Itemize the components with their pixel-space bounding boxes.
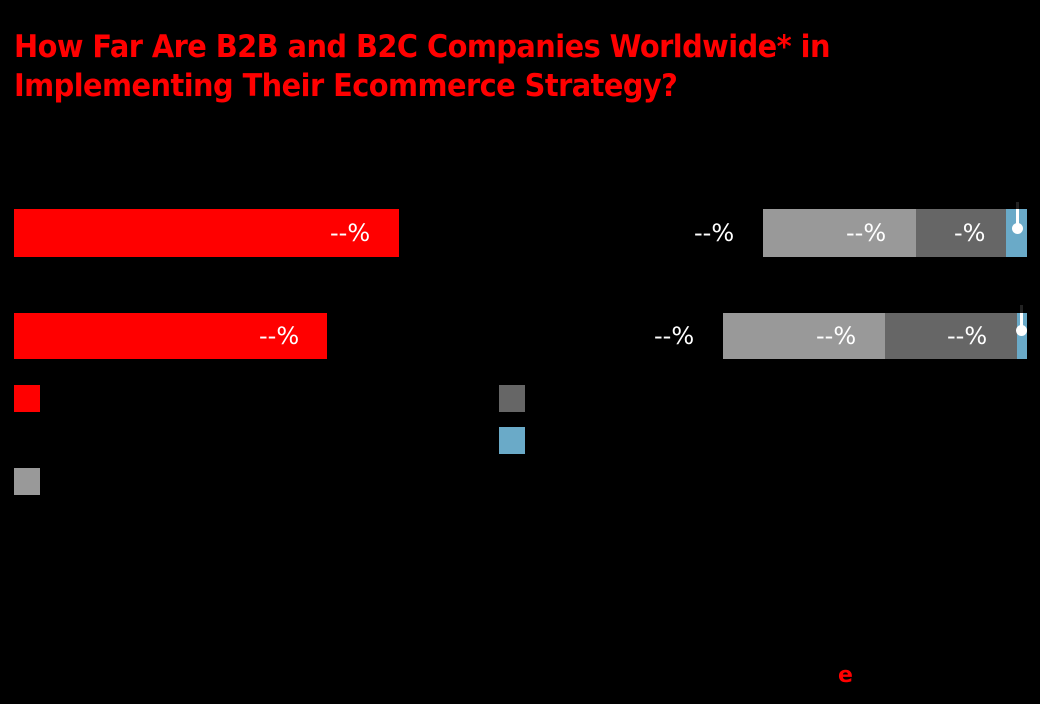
- stack-row-1-light-gray: [763, 209, 916, 257]
- legend-swatch-red: [14, 385, 40, 412]
- stack-row-2-light-gray: [723, 313, 885, 359]
- leader-line-row-2: [1020, 313, 1023, 329]
- red-bar-row-2-label: --%: [259, 322, 300, 350]
- stack-row-2-dark-gray: [885, 313, 1017, 359]
- leader-line-row-1: [1016, 209, 1019, 227]
- marker-dot-row-2: [1016, 325, 1027, 336]
- stack-row-2-dark-gray-label: --%: [947, 322, 988, 350]
- chart-title: How Far Are B2B and B2C Companies Worldw…: [14, 29, 831, 104]
- legend-swatch-light-gray: [14, 468, 40, 495]
- stack-total-row-2-label: --%: [654, 322, 695, 350]
- leader-stub-row-1: [1016, 202, 1019, 210]
- red-bar-row-1-label: --%: [330, 219, 371, 247]
- stack-row-1-light-gray-label: --%: [846, 219, 887, 247]
- stack-row-1-dark-gray-label: -%: [954, 219, 986, 247]
- marker-dot-row-1: [1012, 223, 1023, 234]
- leader-stub-row-2: [1020, 305, 1023, 314]
- stack-row-2-blue: [1017, 313, 1027, 359]
- legend-swatch-blue: [499, 427, 525, 454]
- red-bar-row-2: [14, 313, 327, 359]
- stack-total-row-1-label: --%: [694, 219, 735, 247]
- brand-logo: e: [838, 663, 853, 688]
- stack-row-1-dark-gray: [916, 209, 1006, 257]
- legend-swatch-dark-gray: [499, 385, 525, 412]
- red-bar-row-1: [14, 209, 399, 257]
- stack-row-2-light-gray-label: --%: [816, 322, 857, 350]
